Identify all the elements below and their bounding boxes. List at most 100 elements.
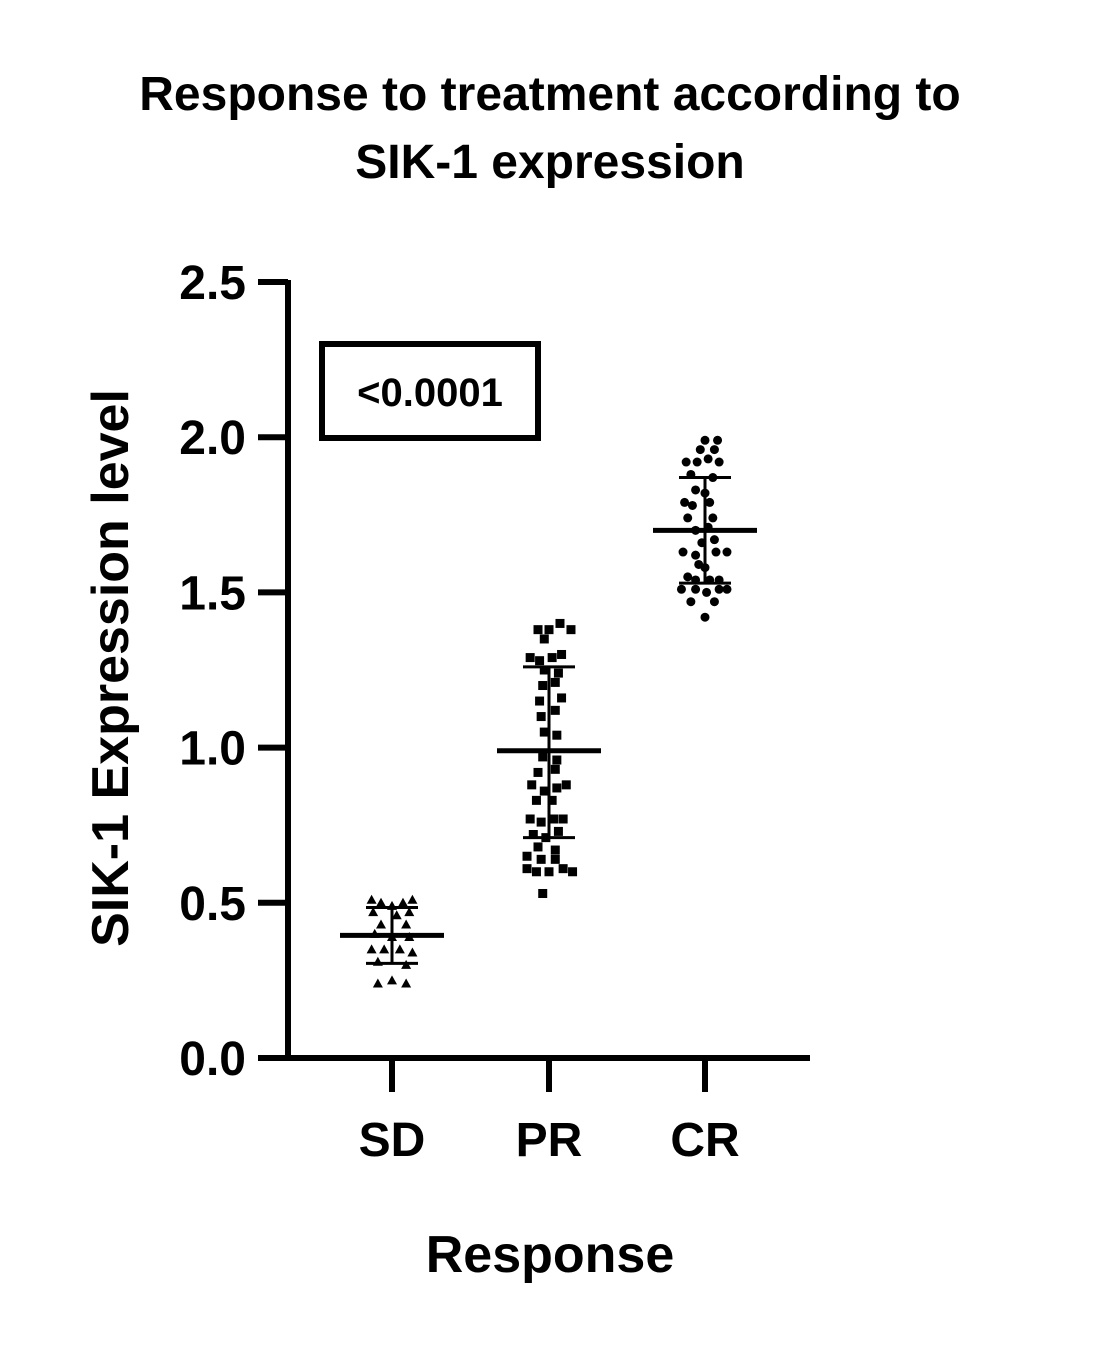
y-tick-label: 2.5: [179, 257, 246, 310]
point-cr: [680, 497, 690, 507]
point-pr: [552, 783, 562, 793]
y-tick-label: 0.0: [179, 1033, 246, 1086]
point-sd: [391, 910, 402, 920]
point-cr: [692, 457, 702, 467]
point-pr: [550, 705, 560, 715]
point-pr: [525, 653, 535, 663]
point-cr: [711, 547, 721, 557]
point-pr: [547, 795, 557, 805]
point-cr: [678, 547, 688, 557]
point-cr: [695, 445, 705, 455]
x-tick-label-cr: CR: [670, 1114, 739, 1167]
y-tick-label: 2.0: [179, 412, 246, 465]
point-pr: [538, 681, 548, 691]
point-sd: [387, 975, 397, 985]
point-pr: [555, 618, 565, 628]
point-sd: [404, 907, 415, 917]
point-sd: [407, 947, 418, 957]
point-cr: [700, 612, 710, 622]
point-pr: [539, 727, 549, 737]
point-pr: [552, 730, 562, 740]
chart-title-line-2: SIK-1 expression: [355, 136, 744, 189]
point-cr: [687, 500, 697, 510]
point-cr: [713, 435, 723, 445]
x-axis-title: Response: [426, 1226, 675, 1284]
y-axis-title: SIK-1 Expression level: [82, 389, 140, 947]
point-pr: [568, 867, 578, 877]
point-pr: [533, 842, 543, 852]
point-pr: [553, 668, 563, 678]
chart-title-line-1: Response to treatment according to: [139, 68, 960, 121]
point-pr: [557, 649, 567, 659]
point-cr: [722, 547, 732, 557]
point-sd: [379, 944, 390, 954]
point-pr: [550, 845, 560, 855]
point-sd: [366, 894, 377, 904]
point-sd: [401, 978, 412, 988]
x-tick-label-sd: SD: [359, 1114, 426, 1167]
point-pr: [522, 864, 532, 874]
point-pr: [538, 888, 548, 898]
p-value-box: [319, 341, 541, 441]
point-sd: [397, 897, 408, 907]
point-cr: [709, 445, 719, 455]
y-tick-label: 1.5: [179, 567, 246, 620]
point-pr: [566, 625, 576, 635]
point-cr: [676, 584, 686, 594]
point-sd: [376, 897, 387, 907]
point-pr: [539, 634, 549, 644]
point-cr: [708, 513, 718, 523]
point-sd: [366, 944, 377, 954]
point-cr: [702, 587, 712, 597]
point-cr: [681, 457, 691, 467]
point-sd: [407, 894, 418, 904]
plot-area: 0.0 0.5 1.0 1.5 2.0 2.5 SD PR CR <0.0001: [179, 257, 810, 1167]
point-pr: [536, 712, 546, 722]
point-pr: [553, 826, 563, 836]
point-pr: [535, 656, 545, 666]
point-cr: [703, 454, 713, 464]
point-pr: [522, 851, 532, 861]
point-sd: [394, 944, 405, 954]
point-pr: [536, 817, 546, 827]
point-pr: [544, 625, 554, 635]
y-tick-label: 1.0: [179, 723, 246, 776]
point-pr: [525, 814, 535, 824]
point-cr: [709, 535, 719, 545]
point-pr: [531, 795, 541, 805]
point-sd: [368, 907, 379, 917]
point-pr: [550, 764, 560, 774]
point-pr: [528, 830, 538, 840]
point-pr: [539, 786, 549, 796]
point-pr: [549, 814, 559, 824]
point-pr: [550, 854, 560, 864]
point-cr: [683, 572, 693, 582]
point-cr: [691, 485, 701, 495]
point-cr: [686, 597, 696, 607]
point-pr: [561, 780, 571, 790]
point-cr: [714, 457, 724, 467]
point-pr: [539, 665, 549, 675]
point-pr: [527, 780, 537, 790]
point-pr: [550, 677, 560, 687]
point-sd: [401, 919, 412, 929]
point-pr: [557, 693, 567, 703]
point-pr: [531, 867, 541, 877]
point-cr: [722, 584, 732, 594]
point-pr: [544, 867, 554, 877]
point-cr: [683, 513, 693, 523]
point-cr: [705, 497, 715, 507]
point-pr: [558, 814, 568, 824]
point-cr: [709, 597, 719, 607]
point-pr: [533, 625, 543, 635]
point-pr: [535, 696, 545, 706]
point-pr: [552, 755, 562, 765]
p-value-label: <0.0001: [357, 371, 503, 415]
point-pr: [538, 752, 548, 762]
point-pr: [533, 767, 543, 777]
point-cr: [691, 584, 701, 594]
point-sd: [372, 978, 383, 988]
point-cr: [691, 550, 701, 560]
point-cr: [714, 584, 724, 594]
